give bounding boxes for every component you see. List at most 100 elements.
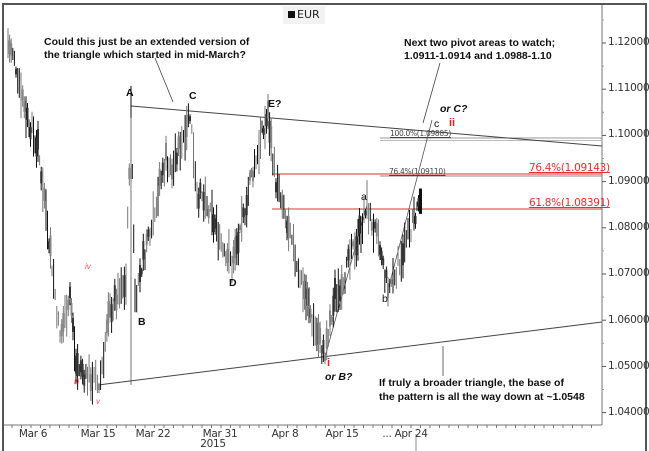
- price-candle-body: [185, 114, 188, 137]
- y-tick-label: 1.05000: [608, 360, 649, 372]
- price-candle-body: [89, 374, 92, 391]
- price-candle-body: [123, 275, 126, 297]
- callout-pointers: [154, 57, 444, 451]
- price-candle-body: [35, 137, 38, 157]
- price-candle-body: [107, 301, 110, 324]
- price-candle-body: [250, 169, 253, 175]
- x-tick-label: ... Apr 24: [382, 428, 428, 440]
- wave-label-or-B: or B?: [325, 371, 353, 383]
- price-candle-body: [110, 304, 113, 323]
- price-candle-body: [267, 101, 269, 119]
- price-candle-body: [387, 283, 389, 298]
- price-candle-body: [145, 233, 148, 246]
- price-candle-body: [380, 251, 383, 260]
- price-candle-body: [286, 220, 288, 233]
- price-candle-body: [275, 182, 277, 193]
- price-candle-body: [76, 353, 79, 376]
- price-candle-body: [322, 339, 325, 354]
- price-candle-body: [370, 222, 373, 231]
- wave-label-A: A: [126, 87, 134, 99]
- price-candle-body: [140, 269, 143, 275]
- price-candle-body: [199, 182, 202, 193]
- y-axis-ticks: [602, 19, 606, 414]
- x-axis-ticks: [11, 425, 592, 428]
- annotation-top-right-line2: 1.0911-1.0914 and 1.0988-1.10: [404, 50, 552, 62]
- price-candle-body: [281, 195, 284, 210]
- price-candle-body: [374, 222, 377, 229]
- price-candle-body: [325, 328, 328, 349]
- price-candle-body: [212, 214, 215, 232]
- price-candle-body: [334, 278, 336, 299]
- price-candle-body: [239, 225, 241, 231]
- price-candle-body: [21, 89, 24, 101]
- callout-pointer-top-left: [154, 57, 174, 103]
- price-candle-body: [15, 68, 17, 75]
- price-candle-body: [49, 235, 52, 257]
- price-candle-body: [382, 258, 385, 265]
- x-tick-label: Apr 8: [271, 428, 299, 440]
- price-candle-body: [235, 235, 238, 255]
- wave-label-E: E?: [268, 98, 282, 110]
- price-candle-body: [70, 303, 73, 316]
- wave-label-b: b: [382, 293, 388, 305]
- y-tick-label: 1.12000: [608, 36, 649, 48]
- price-candle-body: [48, 241, 50, 249]
- price-candle-body: [113, 285, 116, 302]
- y-tick-label: 1.04000: [608, 406, 649, 418]
- legend-label: EUR: [297, 8, 320, 21]
- price-candle-body: [417, 198, 420, 207]
- annotation-bottom-right-line1: If truly a broader triangle, the base of: [379, 377, 564, 389]
- price-candle-body: [237, 232, 240, 253]
- wave-label-D: D: [229, 277, 237, 289]
- price-candle-body: [252, 170, 254, 182]
- legend: EUR: [283, 6, 325, 24]
- price-candle-body: [364, 210, 367, 216]
- price-candle-body: [115, 294, 118, 311]
- price-candle-body: [128, 167, 131, 179]
- x-tick-label: Mar 6: [18, 428, 48, 440]
- fibonacci-levels: [272, 137, 602, 210]
- x-tick-label: Mar 22: [135, 428, 171, 440]
- fib-label-618-red: 61.8%(1.08391): [529, 197, 610, 209]
- price-candle-body: [352, 241, 355, 247]
- price-candle-body: [189, 116, 191, 122]
- price-candle-body: [317, 322, 320, 345]
- price-candle-body: [161, 162, 164, 176]
- price-candle-body: [81, 363, 84, 377]
- price-candle-body: [8, 40, 11, 55]
- annotation-top-right-line1: Next two pivot areas to watch;: [404, 37, 556, 49]
- price-candle-body: [324, 354, 326, 361]
- price-candle-body: [262, 128, 265, 135]
- y-tick-label: 1.07000: [608, 267, 649, 279]
- wave-label-ii: ii: [449, 117, 456, 129]
- wave-label-iv: iv: [85, 262, 91, 271]
- wave-label-iii: iii: [74, 377, 80, 386]
- price-candle-body: [379, 245, 381, 255]
- callout-pointer-top-right: [422, 62, 441, 124]
- price-candle-body: [358, 215, 361, 234]
- fib-label-764-red: 76.4%(1.09143): [529, 162, 610, 174]
- price-candle-body: [226, 248, 229, 263]
- price-candle-body: [171, 164, 173, 180]
- price-candle-body: [402, 243, 404, 266]
- price-candle-body: [207, 208, 210, 219]
- price-candle-body: [375, 223, 378, 237]
- price-candle-body: [23, 100, 26, 112]
- annotation-top-right: Next two pivot areas to watch; 1.0911-1.…: [404, 37, 555, 63]
- price-candle-body: [43, 188, 46, 201]
- price-candle-body: [29, 127, 32, 140]
- fib-label-764-small: 76.4%(1.09110): [389, 167, 446, 176]
- x-tick-label: Mar 31: [202, 428, 238, 440]
- y-tick-label: 1.10000: [608, 128, 649, 140]
- wave-label-c: c: [434, 118, 440, 130]
- triangle-upper-line: [130, 105, 603, 147]
- price-candle-body: [265, 114, 268, 127]
- price-candle-body: [309, 308, 312, 318]
- price-candle-body: [330, 317, 333, 322]
- frame-border-left: [2, 3, 4, 451]
- price-candle-body: [105, 319, 108, 334]
- price-candle-body: [142, 241, 145, 260]
- wave-label-B: B: [138, 316, 146, 328]
- price-candle-body: [158, 168, 161, 186]
